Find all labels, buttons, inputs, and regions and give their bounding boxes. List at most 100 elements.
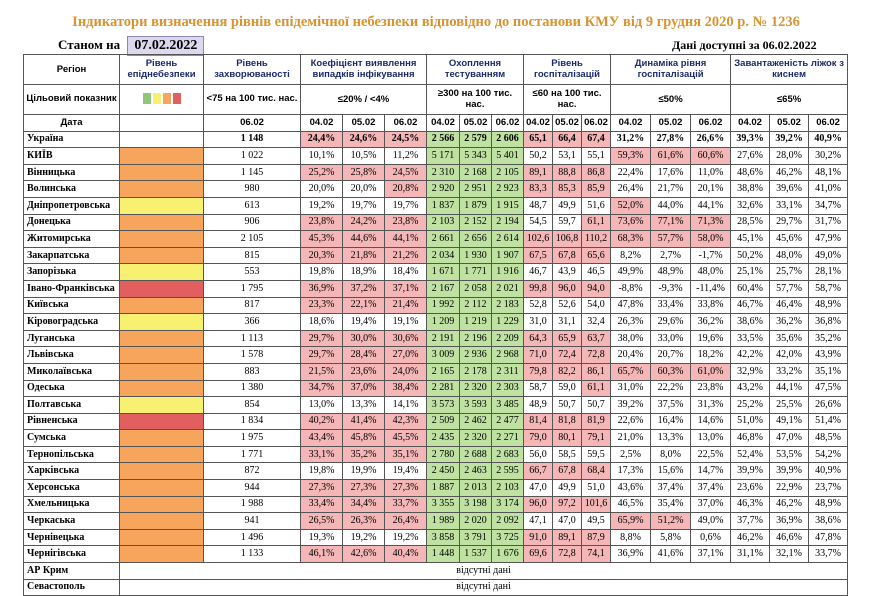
positivity-value: 42,3% [384,412,427,431]
dynamics-value: 22,4% [610,163,652,182]
positivity-value: 19,1% [384,313,427,331]
dynamics-value: -8,8% [610,279,652,298]
positivity-value: 19,8% [300,263,343,281]
dynamics-value: 52,0% [610,196,652,215]
incidence-value: 872 [203,462,301,481]
positivity-value: 38,4% [384,379,427,398]
beds-value: 42,0% [769,346,810,364]
dynamics-value: 57,7% [650,230,692,248]
positivity-value: 26,5% [300,512,343,530]
incidence-value: 1 148 [203,130,301,149]
level-cell [119,296,204,315]
dynamics-value: 33,8% [690,296,732,315]
dynamics-value: 44,0% [650,196,692,215]
hosp-value: 54,0 [581,296,612,315]
testing-value: 2 951 [459,180,492,198]
table-row: Україна 1 148 24,4% 24,6% 24,5% 2 566 2 579 2 6… [23,130,849,149]
testing-value: 2 311 [490,362,525,381]
testing-value: 2 688 [459,445,492,464]
hosp-value: 63,7 [581,329,612,348]
dynamics-value: 26,3% [610,313,652,331]
table-row: Миколаївська 883 21,5% 23,6% 24,0% 2 165 2 178… [23,362,849,381]
positivity-value: 33,4% [300,495,343,514]
hosp-value: 53,1 [552,147,583,165]
hosp-value: 91,0 [523,528,554,547]
dynamics-value: 61,0% [690,362,732,381]
beds-value: 35,6% [769,329,810,348]
level-cell [119,379,204,398]
dynamics-value: 71,3% [690,213,732,232]
hosp-value: 68,4 [581,462,612,481]
date-header-cell: 06.02 [384,114,427,132]
hosp-value: 61,1 [581,213,612,232]
table-row: Київська 817 23,3% 22,1% 21,4% 1 992 2 112 2 18… [23,296,849,315]
positivity-value: 21,2% [384,246,427,265]
incidence-value: 817 [203,296,301,315]
dynamics-value: 14,7% [690,462,732,481]
positivity-value: 45,3% [300,230,343,248]
testing-value: 2 566 [426,130,460,149]
as-of: Станом на 07.02.2022 [58,36,205,56]
hosp-value: 99,8 [523,279,554,298]
level-cell [119,147,204,165]
hosp-value: 59,5 [581,445,612,464]
testing-value: 2 271 [490,429,525,447]
date-header-cell: 05.02 [769,114,810,132]
hosp-value: 47,0 [523,479,554,497]
header-testing: Охоплення тестуванням [425,54,525,85]
testing-value: 1 916 [490,263,525,281]
hosp-value: 72,8 [581,346,612,364]
hosp-value: 58,7 [523,379,554,398]
testing-value: 1 837 [426,196,460,215]
testing-value: 2 656 [459,230,492,248]
date-header-cell: 06.02 [808,114,849,132]
testing-value: 2 058 [459,279,492,298]
hosp-value: 50,7 [552,396,583,414]
beds-value: 42,2% [730,346,771,364]
positivity-value: 19,7% [342,196,385,215]
beds-value: 32,9% [730,362,771,381]
date-header-cell: 04.02 [523,114,554,132]
level-cell [119,346,204,364]
incidence-value: 1 795 [203,279,301,298]
beds-value: 49,1% [769,412,810,431]
date-header-cell: 06.02 [581,114,612,132]
testing-value: 2 281 [426,379,460,398]
testing-value: 2 152 [459,213,492,232]
table-row: Полтавська 854 13,0% 13,3% 14,1% 3 573 3 593 3 … [23,396,849,414]
dynamics-value: 44,1% [690,196,732,215]
hosp-value: 31,1 [552,313,583,331]
hosp-value: 79,8 [523,362,554,381]
positivity-value: 34,7% [300,379,343,398]
header-region: Регіон [23,54,120,85]
testing-value: 2 167 [426,279,460,298]
testing-value: 2 196 [459,329,492,348]
hosp-value: 50,2 [523,147,554,165]
positivity-value: 19,2% [342,528,385,547]
beds-value: 47,8% [808,528,849,547]
dynamics-value: 20,4% [610,346,652,364]
table-row: Чернівецька 1 496 19,3% 19,2% 19,2% 3 858 3 79… [23,528,849,547]
header-hosp-dynamics: Динаміка рівня госпіталізацій [610,54,732,85]
positivity-value: 26,3% [342,512,385,530]
hosp-value: 86,8 [581,163,612,182]
incidence-value: 1 022 [203,147,301,165]
beds-value: 48,0% [769,246,810,265]
date-header-cell: 05.02 [650,114,692,132]
dynamics-value: 38,0% [610,329,652,348]
level-cell [119,130,204,149]
hosp-value: 72,4 [552,346,583,364]
testing-value: 3 174 [490,495,525,514]
beds-value: 38,6% [808,512,849,530]
positivity-value: 13,3% [342,396,385,414]
level-cell [119,512,204,530]
testing-value: 3 009 [426,346,460,364]
dynamics-value: 65,7% [610,362,652,381]
positivity-value: 19,3% [300,528,343,547]
incidence-value: 883 [203,362,301,381]
testing-value: 1 448 [426,545,460,564]
dynamics-value: 46,5% [610,495,652,514]
testing-value: 1 930 [459,246,492,265]
table-row: Волинська 980 20,0% 20,0% 20,8% 2 920 2 951 2 9… [23,180,849,198]
beds-value: 51,4% [808,412,849,431]
